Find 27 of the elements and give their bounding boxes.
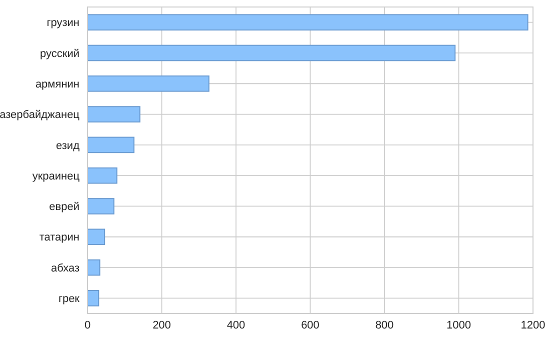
x-tick-label: 400: [226, 320, 246, 332]
y-tick-label: езид: [56, 140, 80, 152]
y-tick-label: украинец: [32, 170, 80, 182]
y-tick-label: грек: [58, 293, 80, 306]
bar: [87, 106, 140, 122]
bar: [87, 228, 106, 246]
bar: [87, 44, 456, 62]
x-tick-label: 800: [375, 320, 394, 332]
bar: [87, 167, 118, 184]
y-tick-label: русский: [40, 48, 80, 60]
x-tick-label: 600: [301, 320, 320, 332]
y-tick-label: татарин: [39, 232, 80, 244]
x-tick-label: 200: [152, 320, 171, 332]
bar: [87, 198, 114, 214]
bar: [87, 14, 528, 30]
y-tick-label: азербайджанец: [0, 109, 80, 122]
bar: [87, 259, 100, 276]
y-tick-label: армянин: [35, 78, 80, 90]
bar: [87, 290, 100, 306]
x-tick-label: 1000: [446, 320, 471, 332]
x-tick-label: 1200: [520, 320, 546, 332]
y-tick-label: абхаз: [51, 262, 80, 274]
bar: [87, 136, 134, 154]
x-tick-label: 0: [84, 320, 91, 332]
y-tick-label: еврей: [49, 201, 80, 214]
bar: [87, 75, 210, 92]
y-tick-label: грузин: [46, 17, 80, 30]
